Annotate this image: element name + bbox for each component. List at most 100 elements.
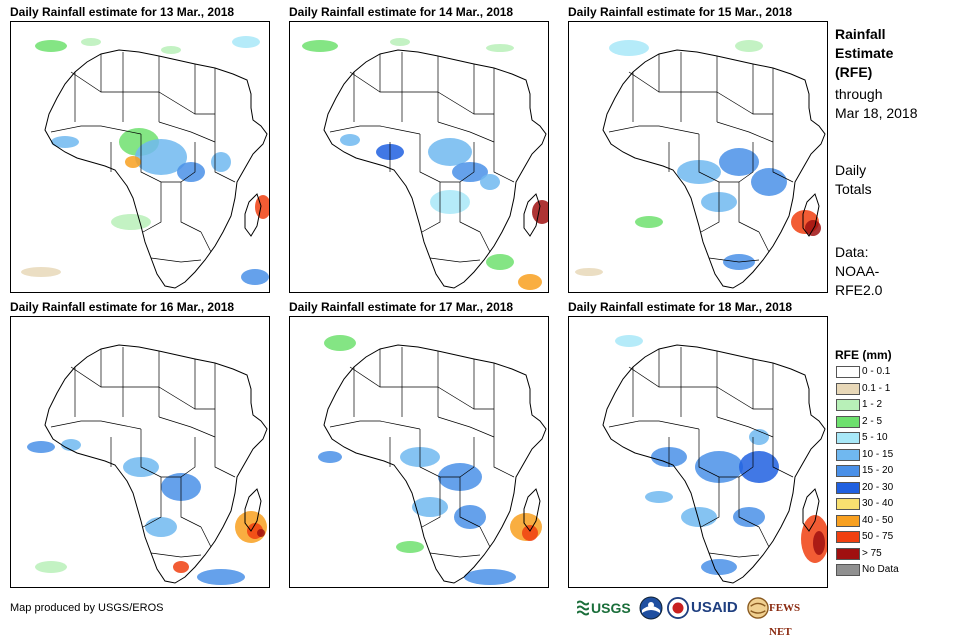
panel-title: Daily Rainfall estimate for 17 Mar., 201… [289,300,514,314]
legend-swatch [836,465,860,477]
rainfall-area [177,162,205,182]
rainfall-area [241,269,269,285]
rainfall-area [681,507,717,527]
country-border [459,142,475,183]
rainfall-area [211,152,231,172]
country-border [698,429,739,478]
usaid-seal-icon [667,597,689,619]
country-border [419,429,460,478]
rainfall-area [173,561,189,573]
country-border [180,142,196,183]
usgs-wave-icon [577,600,589,616]
usgs-logo-text: USGS [591,600,631,616]
country-border [329,420,421,430]
fewsnet-logo-text: FEWS NET [769,602,801,638]
sidebar-title: Rainfall Estimate (RFE) [835,25,960,82]
country-border [772,437,794,478]
rainfall-area [61,439,81,451]
country-border [158,416,216,438]
country-border [437,386,475,410]
madagascar-outline [802,193,820,237]
country-border [150,552,202,558]
country-border [716,416,774,438]
country-border [716,91,754,115]
credit-text: Map produced by USGS/EROS [10,602,164,614]
africa-coastline [602,49,826,289]
africa-map-graphic [602,335,827,584]
country-border [628,71,660,93]
madagascar-outline [523,193,541,237]
sidebar-data-line1: Data: [835,244,869,260]
legend-item: 15 - 20 [836,463,956,479]
country-border [459,477,481,528]
rainfall-area [464,569,516,585]
africa-map-graphic [302,38,548,290]
sidebar-totals: Daily Totals [835,161,960,199]
legend-label: 5 - 10 [862,432,888,443]
madagascar-outline [523,488,541,532]
country-border [140,429,181,478]
rainfall-area [739,451,779,483]
rainfall-map [568,21,828,293]
rainfall-area [390,38,410,46]
country-border [772,142,794,183]
legend-item: 40 - 50 [836,513,956,529]
country-border [349,71,381,93]
sidebar-data-line2: NOAA- [835,263,880,279]
sidebar-totals-line2: Totals [835,181,872,197]
sidebar-through-date: Mar 18, 2018 [835,105,918,121]
country-border [716,121,774,143]
legend-label: 10 - 15 [862,448,894,460]
rainfall-area [318,451,342,463]
rainfall-map [289,21,549,293]
africa-coastline [602,344,826,584]
sidebar-data-source: Data: NOAA- RFE2.0 [835,243,960,300]
country-border [158,121,216,143]
rainfall-area [454,505,486,529]
country-border [479,231,491,253]
rainfall-area [635,216,663,228]
africa-landmass [324,345,546,583]
sidebar-data-line3: RFE2.0 [835,282,883,298]
legend-item: 1 - 2 [836,397,956,413]
country-border [708,552,760,558]
rainfall-area [733,507,765,527]
africa-map-graphic [575,40,826,289]
sidebar-title-line3: (RFE) [835,64,873,80]
rainfall-area [145,517,177,537]
legend-item: 0 - 0.1 [836,364,956,380]
country-border [429,552,481,558]
legend-swatch [836,366,860,378]
rainfall-area [480,174,500,190]
country-border [421,182,441,233]
rainfall-area [27,441,55,453]
rainfall-map [10,316,270,588]
logo-bar: USGS USAID FEWS NET [577,594,827,638]
rainfall-area [232,36,260,48]
africa-coastline [44,49,268,289]
legend-label: 20 - 30 [862,481,894,493]
rainfall-area [324,335,356,351]
africa-coastline [44,344,268,584]
legend-item: No Data [836,562,956,578]
legend-item: 30 - 40 [836,496,956,512]
sidebar-through: through Mar 18, 2018 [835,85,960,123]
sidebar-totals-line1: Daily [835,162,867,178]
legend-swatch [836,498,860,510]
legend-item: > 75 [836,546,956,562]
rainfall-area [257,529,265,537]
legend-item: 10 - 15 [836,447,956,463]
rainfall-area [575,268,603,276]
rainfall-area [35,561,67,573]
legend-label: 1 - 2 [862,399,883,410]
country-border [628,366,660,388]
country-border [493,437,515,478]
rainfall-area [813,531,825,555]
rainfall-area [81,38,101,46]
legend-label: 15 - 20 [862,465,894,476]
rainfall-area [735,40,763,52]
fewsnet-logo: FEWS NET [769,596,825,638]
country-border [419,134,460,183]
country-border [437,416,495,438]
country-border [459,437,475,478]
